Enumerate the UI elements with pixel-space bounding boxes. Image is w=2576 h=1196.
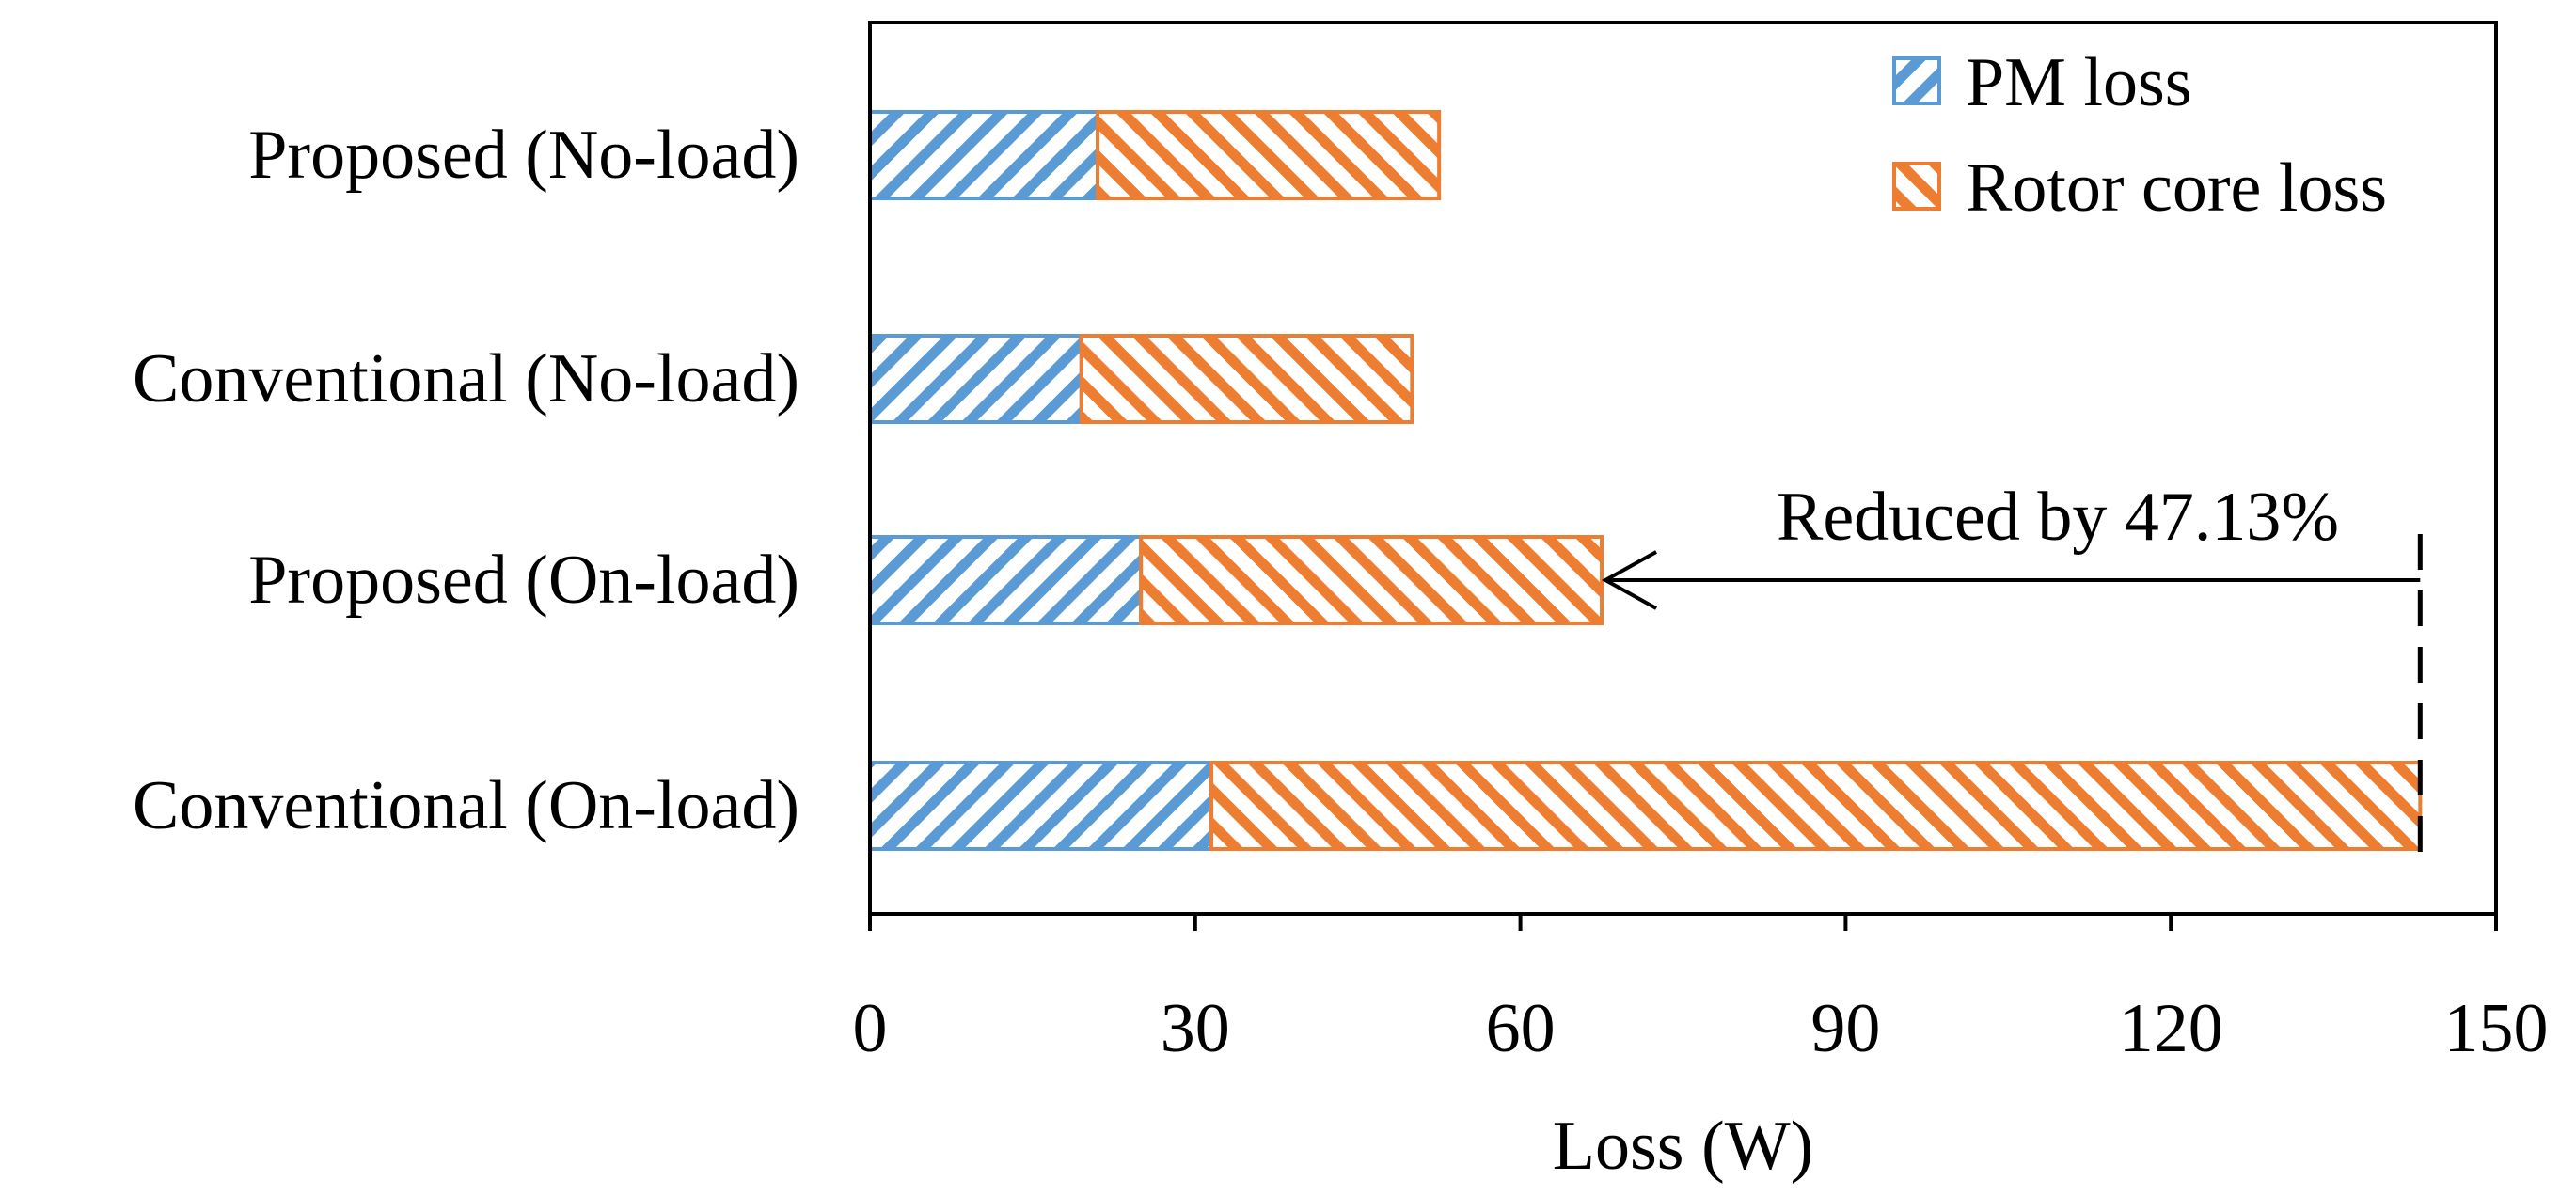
bars-layer (868, 110, 2423, 851)
reduction-annotation-label: Reduced by 47.13% (1777, 479, 2339, 556)
category-label-2: Proposed (On-load) (248, 542, 799, 619)
x-tick-label-1: 30 (1161, 990, 1230, 1067)
x-tick-label-2: 60 (1486, 990, 1556, 1067)
x-tick-label-0: 0 (853, 990, 888, 1067)
legend-label-rotor-core-loss: Rotor core loss (1966, 150, 2387, 227)
bar-pm-loss-0 (868, 110, 1100, 200)
bar-pm-loss-3 (868, 761, 1214, 851)
labels-layer: 0 30 60 90 120 150 Proposed (No-load) Conventio… (133, 117, 2549, 1185)
legend-label-pm-loss: PM loss (1966, 44, 2192, 121)
x-tick-label-5: 150 (2444, 990, 2549, 1067)
legend-swatch-rotor-core-loss (1892, 162, 1941, 211)
axis-layer (868, 21, 2498, 931)
bar-pm-loss-1 (868, 334, 1083, 424)
category-label-1: Conventional (No-load) (133, 340, 799, 417)
plot-area-frame (868, 21, 2498, 916)
x-tick-label-3: 90 (1810, 990, 1880, 1067)
bar-rotor-core-loss-3 (1209, 761, 2423, 851)
bar-pm-loss-2 (868, 535, 1144, 625)
reduction-arrow-head (1601, 550, 1658, 610)
legend-layer: PM loss Rotor core loss (1892, 44, 2387, 227)
category-label-3: Conventional (On-load) (133, 767, 799, 844)
annotation-layer: Reduced by 47.13% (1601, 479, 2423, 852)
category-label-0: Proposed (No-load) (248, 117, 799, 194)
bar-rotor-core-loss-0 (1096, 110, 1442, 200)
bar-rotor-core-loss-1 (1079, 334, 1414, 424)
x-tick-label-4: 120 (2119, 990, 2223, 1067)
bar-rotor-core-loss-2 (1139, 535, 1604, 625)
legend-swatch-pm-loss (1892, 56, 1941, 105)
x-axis-title: Loss (W) (1553, 1108, 1813, 1185)
